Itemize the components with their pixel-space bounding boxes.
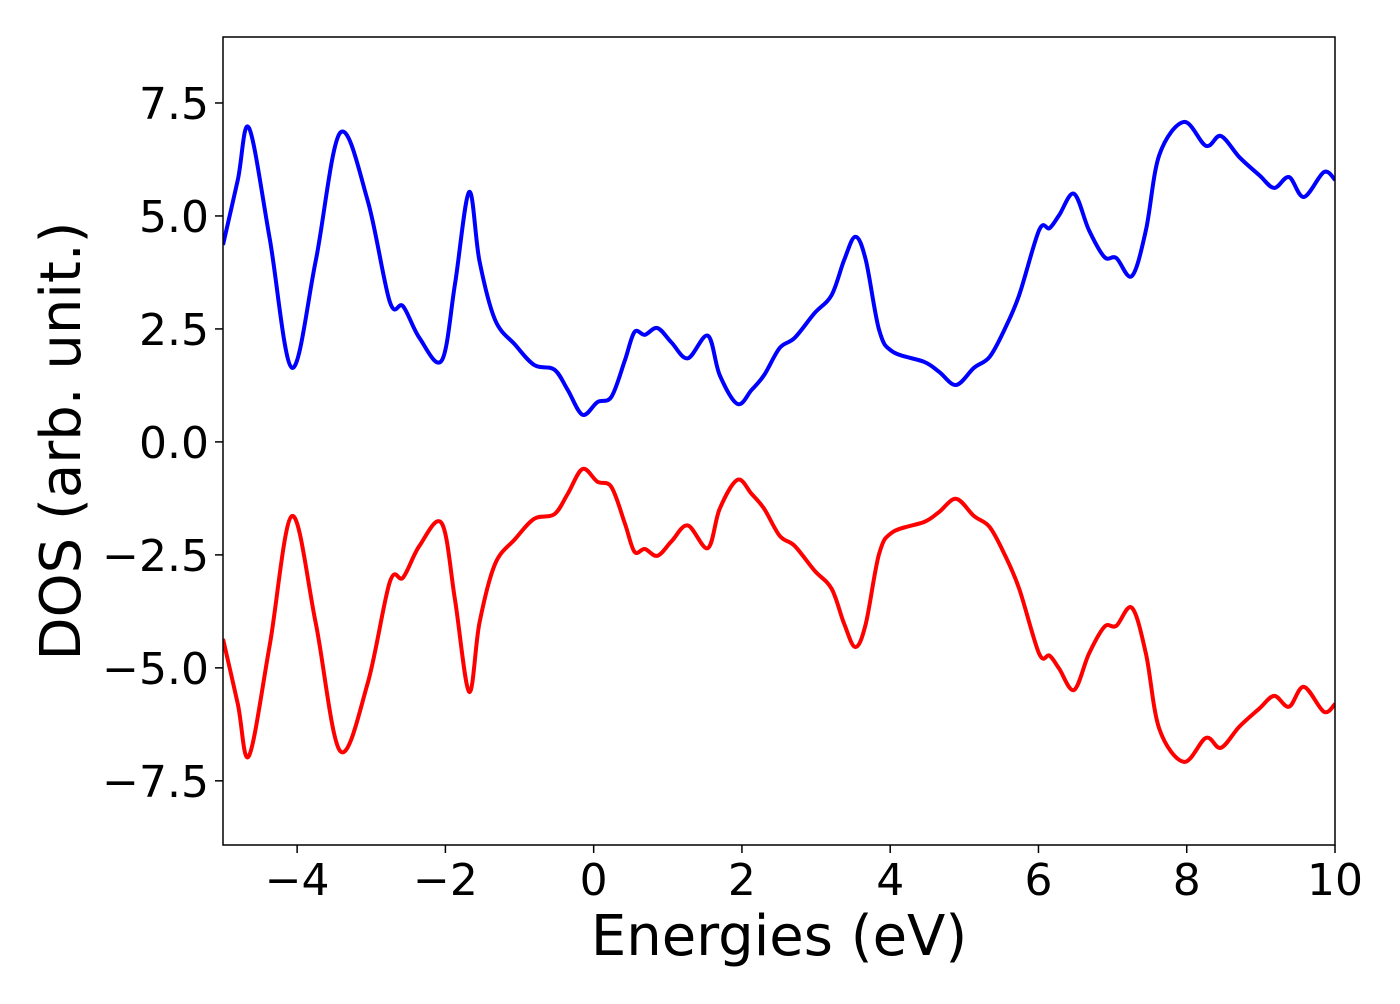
x-tick-label: 2 xyxy=(728,855,756,906)
line xyxy=(223,119,1335,417)
x-tick-label: 10 xyxy=(1307,855,1363,906)
line xyxy=(223,466,1335,764)
y-axis-label: DOS (arb. unit.) xyxy=(29,221,94,660)
y-tick-label: 2.5 xyxy=(139,305,209,356)
y-tick-label: −7.5 xyxy=(102,757,209,808)
y-tick-label: −2.5 xyxy=(102,531,209,582)
y-tick-label: 7.5 xyxy=(139,79,209,130)
x-tick-label: 6 xyxy=(1024,855,1052,906)
x-tick-label: 4 xyxy=(876,855,904,906)
y-tick-label: −5.0 xyxy=(102,644,209,695)
y-tick-label: 5.0 xyxy=(139,192,209,243)
x-tick-label: −2 xyxy=(413,855,478,906)
x-tick-label: −4 xyxy=(265,855,330,906)
y-tick-label: 0.0 xyxy=(139,418,209,469)
x-tick-label: 8 xyxy=(1173,855,1201,906)
plot-frame xyxy=(222,36,1336,846)
x-tick-label: 0 xyxy=(580,855,608,906)
x-axis-label: Energies (eV) xyxy=(591,904,967,969)
